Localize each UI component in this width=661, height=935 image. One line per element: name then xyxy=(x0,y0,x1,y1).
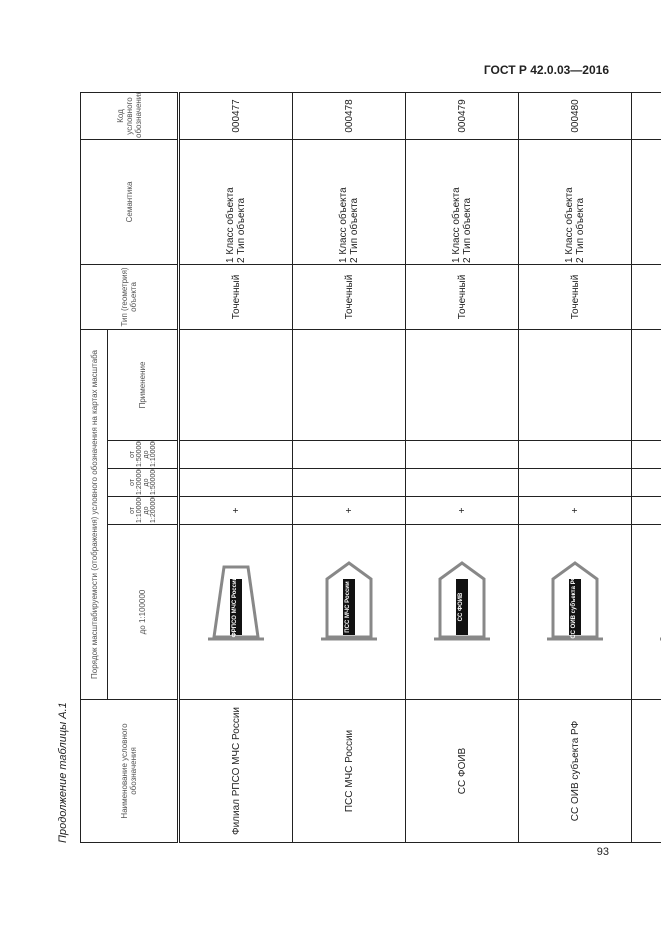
header-name: Наименование условного обозначения xyxy=(80,699,179,843)
scale-4-mark xyxy=(292,440,406,469)
scale-3-mark xyxy=(631,468,661,497)
row-note xyxy=(631,329,661,441)
row-note xyxy=(518,329,632,441)
header-scale-1: до 1:100000 xyxy=(107,524,179,700)
row-name: ПСС МЧС России xyxy=(292,699,406,843)
row-code: 000480 xyxy=(518,92,632,140)
semantics-line: 2 Тип объекта xyxy=(575,197,586,263)
row-type: Точечный xyxy=(518,264,632,330)
header-semantics: Семантика xyxy=(80,139,179,265)
row-type: Точечный xyxy=(631,264,661,330)
header-note: Применение xyxy=(107,329,179,441)
scale-2-mark: + xyxy=(631,496,661,525)
table-caption: Продолжение таблицы А.1 xyxy=(57,702,69,843)
scale-2-mark: + xyxy=(292,496,406,525)
semantics-line: 1 Класс объекта xyxy=(338,187,349,263)
row-name: СС муниципального образования xyxy=(631,699,661,843)
map-symbol-icon: ФРПСО МЧС России xyxy=(208,565,264,641)
symbol-cell: СС ОИВ субъекта РФ xyxy=(518,524,632,700)
row-name: Филиал РПСО МЧС России xyxy=(178,699,293,843)
row-name: СС ФОИВ xyxy=(405,699,519,843)
row-type: Точечный xyxy=(405,264,519,330)
semantics-line: 1 Класс объекта xyxy=(451,187,462,263)
scale-3-mark xyxy=(518,468,632,497)
scale-3-mark xyxy=(292,468,406,497)
row-note xyxy=(405,329,519,441)
scale-4-mark xyxy=(178,440,293,469)
header-scale-3: от 1:200000 до 1:500000 xyxy=(107,468,179,497)
page-number: 93 xyxy=(596,846,609,858)
svg-text:ПСС МЧС России: ПСС МЧС России xyxy=(345,581,351,633)
header-code: Код условного обозначения xyxy=(80,92,179,140)
map-symbol-icon: СС ФОИВ xyxy=(434,561,490,641)
scale-2-mark: + xyxy=(178,496,293,525)
svg-text:СС ФОИВ: СС ФОИВ xyxy=(458,592,464,621)
semantics-line: 1 Класс объекта xyxy=(564,187,575,263)
semantics-line: 2 Тип объекта xyxy=(236,197,247,263)
svg-text:ФРПСО МЧС России: ФРПСО МЧС России xyxy=(232,576,238,637)
symbol-table: Наименование условного обозначения Поряд… xyxy=(80,92,661,843)
svg-text:СС ОИВ субъекта РФ: СС ОИВ субъекта РФ xyxy=(570,575,577,638)
header-scale-4: от 1:500000 до 1:1000000 xyxy=(107,440,179,469)
row-code: 000477 xyxy=(178,92,293,140)
semantics-line: 2 Тип объекта xyxy=(349,197,360,263)
row-type: Точечный xyxy=(292,264,406,330)
scale-2-mark: + xyxy=(518,496,632,525)
table-row: СС ФОИВ СС ФОИВ + Точечный 1 Класс объек… xyxy=(405,92,519,843)
table-row: ПСС МЧС России ПСС МЧС России + Точечный… xyxy=(292,92,406,843)
standard-header: ГОСТ Р 42.0.03—2016 xyxy=(483,63,609,77)
symbol-cell: СС ФОИВ xyxy=(405,524,519,700)
header-scale-2: от 1:100000 до 1:200000 xyxy=(107,496,179,525)
header-order: Порядок масштабируемости (отображения) у… xyxy=(80,329,108,700)
symbol-cell: ФРПСО МЧС России xyxy=(178,524,293,700)
table-row: СС ОИВ субъекта РФ СС ОИВ субъекта РФ + … xyxy=(518,92,632,843)
scale-4-mark xyxy=(631,440,661,469)
table-row: Филиал РПСО МЧС России ФРПСО МЧС России … xyxy=(178,92,293,843)
table-row: СС муниципального образования СС мун. об… xyxy=(631,92,661,843)
scale-3-mark xyxy=(178,468,293,497)
symbol-cell: СС мун. образования xyxy=(631,524,661,700)
semantics-line: 2 Тип объекта xyxy=(462,197,473,263)
header-type: Тип (геометрия) объекта xyxy=(80,264,179,330)
row-note xyxy=(178,329,293,441)
scale-3-mark xyxy=(405,468,519,497)
row-code: 000479 xyxy=(405,92,519,140)
scale-4-mark xyxy=(405,440,519,469)
row-note xyxy=(292,329,406,441)
semantics-line: 1 Класс объекта xyxy=(225,187,236,263)
scale-2-mark: + xyxy=(405,496,519,525)
map-symbol-icon: ПСС МЧС России xyxy=(321,561,377,641)
scale-4-mark xyxy=(518,440,632,469)
symbol-cell: ПСС МЧС России xyxy=(292,524,406,700)
map-symbol-icon: СС ОИВ субъекта РФ xyxy=(547,561,603,641)
row-name: СС ОИВ субъекта РФ xyxy=(518,699,632,843)
row-code: 000478 xyxy=(292,92,406,140)
row-code: 000481 xyxy=(631,92,661,140)
row-type: Точечный xyxy=(178,264,293,330)
